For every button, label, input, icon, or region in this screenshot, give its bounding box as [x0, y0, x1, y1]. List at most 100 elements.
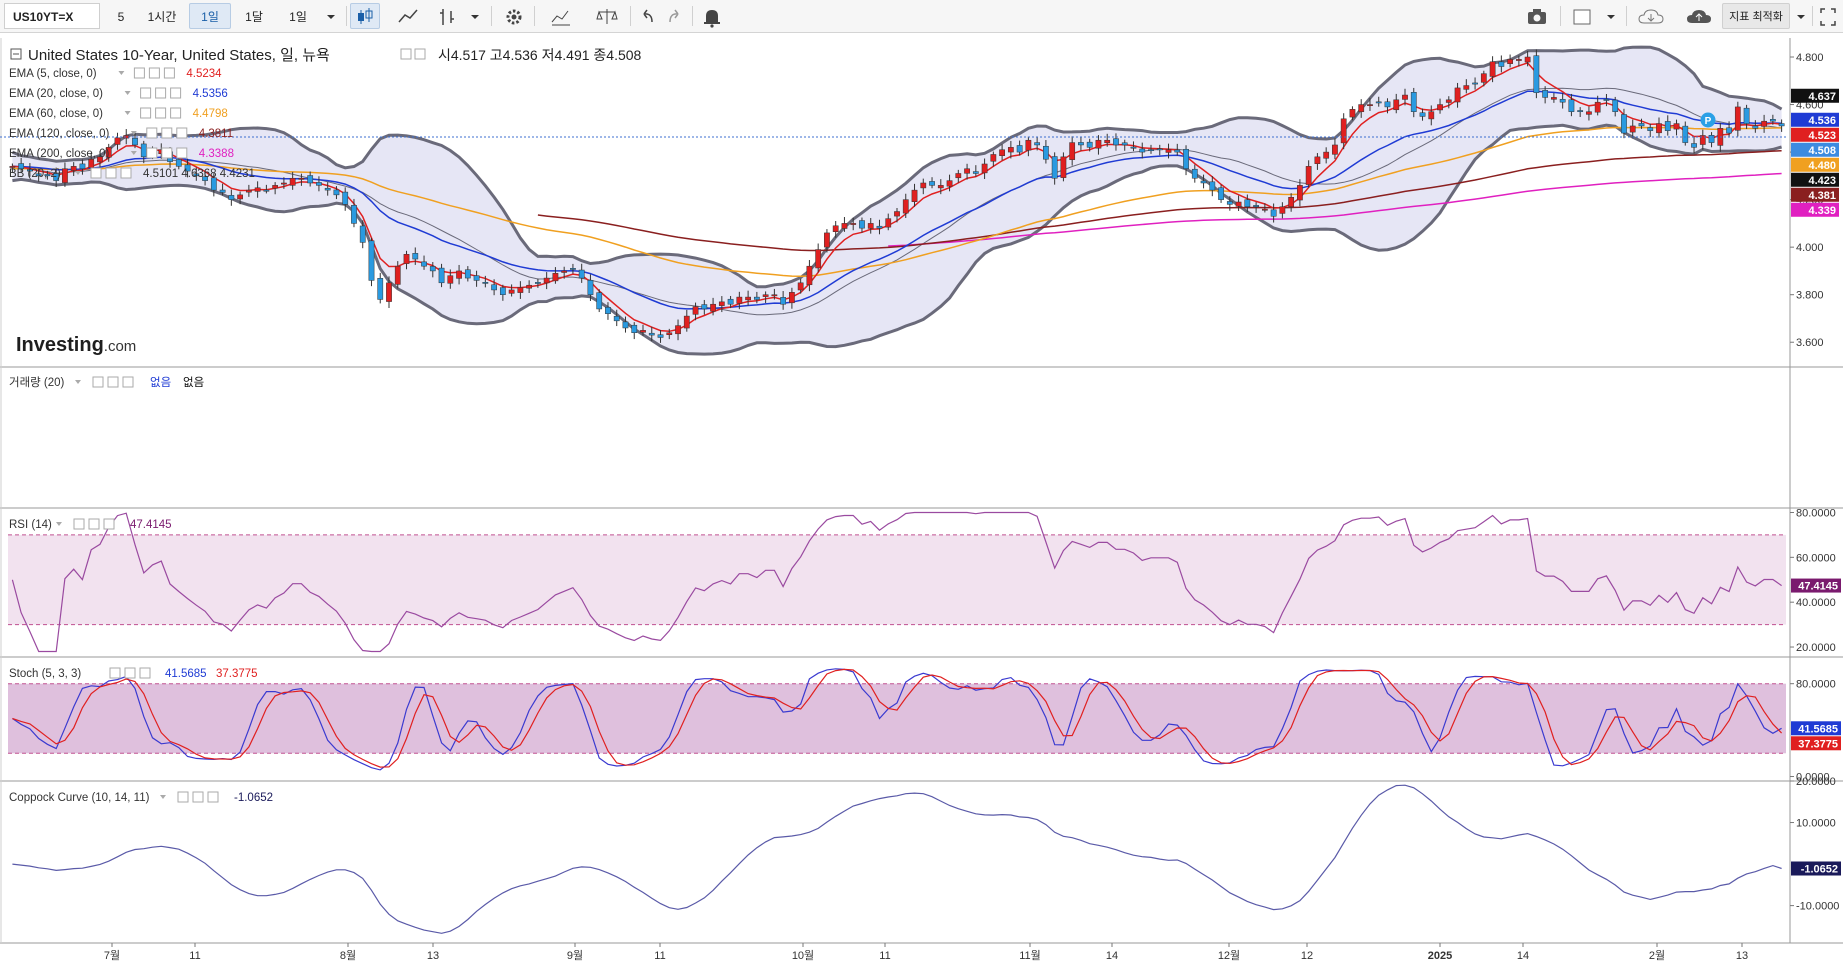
interval-1hour[interactable]: 1시간 [147, 10, 177, 24]
candle-body [1253, 205, 1259, 208]
candle-body [1007, 147, 1014, 153]
bar-chart-icon[interactable] [432, 3, 462, 29]
candle-body [482, 282, 489, 284]
indicator-tool-icon[interactable] [170, 87, 182, 99]
indicator-tool-icon[interactable] [140, 107, 152, 119]
rsi-dropdown-icon[interactable] [56, 522, 62, 526]
indicator-tool-icon[interactable] [146, 147, 158, 159]
indicator-tool-icon[interactable] [176, 127, 188, 139]
candle-body [920, 182, 927, 189]
indicator-tool-icon[interactable] [146, 127, 158, 139]
coppock-line [12, 784, 1782, 934]
price-tick-label: 4.800 [1796, 52, 1824, 64]
candle-body [333, 189, 340, 196]
indicator-dropdown-icon[interactable] [124, 111, 131, 115]
undo-icon[interactable] [634, 3, 660, 29]
layout-dropdown-icon[interactable] [1600, 3, 1622, 29]
rsi-tool-icons[interactable] [73, 518, 115, 530]
candle-body [377, 278, 384, 300]
indicator-legend-row: BB (20, 2) 4.5101 4.6368 4.4231 [9, 167, 255, 180]
volume-dropdown-icon[interactable] [75, 380, 81, 384]
candle [1183, 145, 1189, 176]
symbol-input[interactable]: US10YT=X [4, 3, 100, 29]
indicator-tool-icon[interactable] [105, 167, 117, 179]
indicator-tool-icon[interactable] [155, 87, 167, 99]
interval-1day-alt[interactable]: 1일 [289, 10, 307, 24]
chart-type-dropdown-icon[interactable] [464, 3, 486, 29]
candle [1629, 119, 1636, 139]
volume-tool-icons[interactable] [92, 376, 134, 388]
candle-body [710, 303, 716, 312]
indicator-dropdown-icon[interactable] [75, 171, 81, 175]
optimize-dropdown-icon[interactable] [1792, 3, 1810, 29]
coppock-dropdown-icon[interactable] [160, 795, 166, 799]
interval-5min[interactable]: 5 [117, 10, 125, 24]
candle [850, 217, 857, 231]
indicator-dropdown-icon[interactable] [130, 151, 137, 155]
indicators-icon[interactable] [544, 3, 578, 29]
time-tick-label: 2월 [1649, 949, 1665, 962]
rsi-tick-label: 60.0000 [1796, 552, 1836, 564]
candlestick-chart-icon[interactable] [350, 3, 380, 29]
line-chart-icon[interactable] [392, 3, 424, 29]
cloud-upload-icon[interactable] [1676, 3, 1722, 29]
camera-icon[interactable] [1518, 3, 1556, 29]
interval-1month[interactable]: 1달 [245, 10, 263, 24]
redo-icon[interactable] [662, 3, 688, 29]
candle-body [272, 185, 279, 189]
candle [683, 309, 690, 332]
indicator-tool-icon[interactable] [155, 107, 167, 119]
legend-tool-icons[interactable] [400, 48, 426, 60]
indicator-dropdown-icon[interactable] [130, 131, 137, 135]
candle-body [1437, 104, 1443, 111]
indicator-tool-icon[interactable] [176, 147, 188, 159]
indicator-tool-icon[interactable] [140, 87, 152, 99]
candle [1156, 144, 1163, 156]
alert-bell-icon[interactable] [696, 3, 728, 29]
candle [1682, 121, 1689, 146]
coppock-tool-icons[interactable] [177, 791, 219, 803]
indicator-tool-icon[interactable] [161, 147, 173, 159]
candle-body [1332, 144, 1338, 155]
gear-icon[interactable] [499, 3, 529, 29]
candle [1104, 133, 1111, 147]
indicator-tool-icon[interactable] [163, 67, 175, 79]
layout-icon[interactable] [1566, 3, 1598, 29]
indicator-dropdown-icon[interactable] [124, 91, 131, 95]
candle [1533, 49, 1540, 99]
indicator-tool-icon[interactable] [90, 167, 102, 179]
candle-body [1375, 101, 1382, 104]
candle-body [237, 194, 243, 200]
cloud-download-icon[interactable] [1628, 3, 1674, 29]
candle-body [1463, 85, 1470, 90]
pivot-marker-icon[interactable]: P [1700, 112, 1716, 128]
candle-body [1043, 145, 1049, 160]
candle-body [867, 223, 874, 229]
candle [228, 189, 235, 206]
candle [1209, 176, 1216, 197]
candle [605, 302, 611, 320]
indicator-tool-icon[interactable] [133, 67, 145, 79]
compare-scale-icon[interactable] [590, 3, 624, 29]
indicator-tool-icon[interactable] [161, 127, 173, 139]
fullscreen-icon[interactable] [1815, 3, 1841, 29]
indicator-dropdown-icon[interactable] [118, 71, 125, 75]
candle [210, 173, 217, 197]
interval-1day[interactable]: 1일 [189, 3, 231, 29]
time-axis[interactable]: 7월 11 8월 13 9월 11 10월 11 11월 14 12월 12 2025 14 2월 13 [104, 943, 1748, 962]
interval-dropdown-icon[interactable] [320, 3, 342, 29]
candle [745, 290, 751, 306]
indicator-tool-icon[interactable] [148, 67, 160, 79]
optimize-indicators-button[interactable]: 지표 최적화 [1722, 3, 1790, 29]
candle-body [1340, 118, 1347, 144]
candle [1191, 164, 1198, 183]
indicator-tool-icon[interactable] [120, 167, 132, 179]
rsi-tag-label-bg [1791, 578, 1841, 593]
svg-text:P: P [1705, 116, 1712, 127]
stoch-tool-icons[interactable] [109, 667, 151, 679]
candle [929, 177, 935, 189]
indicator-value: 4.4798 [193, 108, 228, 120]
chart-area[interactable]: P 3.6003.8004.0004.2004.4004.6004.80020.… [0, 33, 1843, 965]
candle [1647, 123, 1654, 137]
indicator-tool-icon[interactable] [170, 107, 182, 119]
